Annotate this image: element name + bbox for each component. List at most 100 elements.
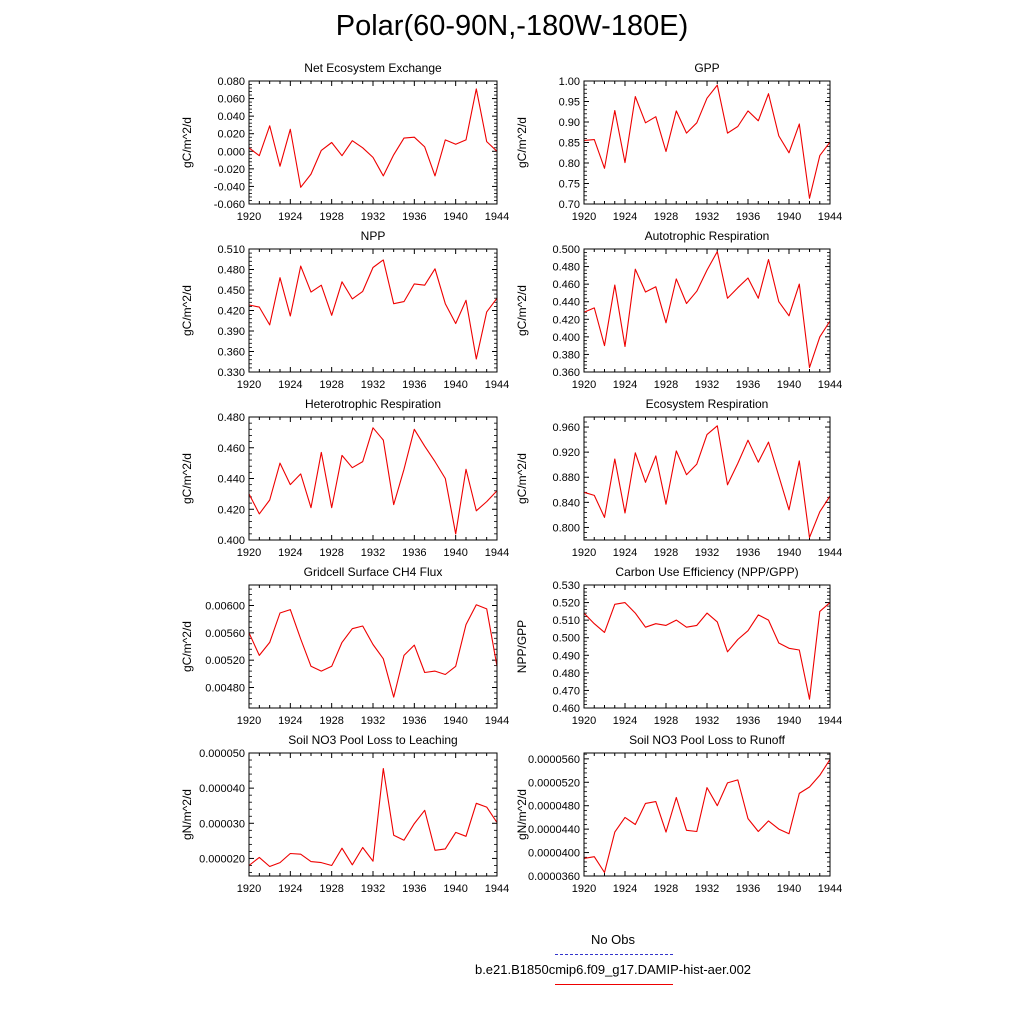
series-line	[583, 425, 831, 539]
x-tick-label: 1936	[736, 211, 760, 223]
x-tick-label: 1920	[237, 715, 261, 727]
x-tick-label: 1944	[485, 547, 509, 559]
chart-panel-8: Carbon Use Efficiency (NPP/GPP) NPP/GPP 19…	[515, 565, 842, 727]
x-tick-label: 1936	[736, 547, 760, 559]
x-tick-label: 1940	[777, 547, 801, 559]
plot-frame	[248, 248, 498, 373]
y-tick-label: 0.510	[552, 615, 580, 627]
plot-frame	[583, 584, 831, 709]
x-tick-label: 1936	[402, 211, 426, 223]
y-tick-label: 0.390	[217, 326, 245, 338]
y-tick-label: 0.0000400	[528, 848, 580, 860]
y-axis-label: gC/m^2/d	[515, 117, 529, 168]
x-tick-label: 1936	[402, 883, 426, 895]
chart-title: Carbon Use Efficiency (NPP/GPP)	[615, 565, 798, 579]
y-tick-label: 0.400	[552, 332, 580, 344]
y-tick-label: 0.00560	[205, 628, 245, 640]
y-tick-label: 0.480	[552, 262, 580, 274]
x-tick-label: 1936	[402, 715, 426, 727]
chart-panel-4: Autotrophic Respiration gC/m^2/d 1920 1924 1…	[515, 229, 842, 391]
x-tick-label: 1940	[443, 547, 467, 559]
chart-panel-5: Heterotrophic Respiration gC/m^2/d 1920 192…	[180, 397, 509, 559]
x-tick-label: 1932	[361, 883, 385, 895]
chart-panel-1: Net Ecosystem Exchange gC/m^2/d 1920 1924 19…	[180, 61, 509, 223]
x-tick-label: 1940	[443, 211, 467, 223]
x-tick-label: 1932	[361, 379, 385, 391]
x-tick-label: 1920	[572, 883, 596, 895]
x-tick-label: 1932	[361, 211, 385, 223]
x-tick-label: 1940	[443, 379, 467, 391]
y-tick-label: 0.080	[217, 76, 245, 88]
x-tick-label: 1928	[654, 379, 678, 391]
y-tick-label: 0.360	[217, 347, 245, 359]
y-tick-label: 0.00520	[205, 655, 245, 667]
y-tick-label: 0.500	[552, 244, 580, 256]
plot-frame	[248, 584, 498, 709]
y-axis-label: gC/m^2/d	[515, 453, 529, 504]
y-tick-label: 0.840	[552, 497, 580, 509]
chart-title: Gridcell Surface CH4 Flux	[304, 565, 443, 579]
y-tick-label: 0.960	[552, 422, 580, 434]
x-tick-label: 1924	[278, 883, 302, 895]
page-title: Polar(60-90N,-180W-180E)	[335, 10, 689, 42]
plot-frame	[248, 80, 498, 205]
y-tick-label: -0.040	[214, 181, 245, 193]
x-tick-label: 1924	[613, 715, 637, 727]
x-tick-label: 1928	[654, 547, 678, 559]
x-tick-label: 1928	[319, 883, 343, 895]
y-axis-label: gC/m^2/d	[180, 453, 194, 504]
y-tick-label: 0.00480	[205, 683, 245, 695]
x-tick-label: 1936	[736, 883, 760, 895]
y-tick-label: -0.060	[214, 199, 245, 211]
y-axis-label: gC/m^2/d	[180, 621, 194, 672]
y-tick-label: 0.470	[552, 685, 580, 697]
chart-title: GPP	[694, 61, 719, 75]
x-tick-label: 1940	[443, 715, 467, 727]
plot-frame	[583, 416, 831, 541]
x-tick-label: 1932	[695, 547, 719, 559]
plot-frame	[583, 752, 831, 877]
x-tick-label: 1924	[613, 379, 637, 391]
y-tick-label: 0.380	[552, 349, 580, 361]
plot-frame	[583, 80, 831, 205]
x-tick-label: 1928	[654, 715, 678, 727]
chart-panel-9: Soil NO3 Pool Loss to Leaching gN/m^2/d 19…	[180, 733, 509, 895]
series-line	[248, 427, 498, 535]
legend-model-label: b.e21.B1850cmip6.f09_g17.DAMIP-hist-aer.…	[474, 962, 752, 977]
x-tick-label: 1932	[361, 547, 385, 559]
y-tick-label: 0.440	[217, 474, 245, 486]
series-line	[583, 602, 831, 700]
y-tick-label: 0.460	[217, 443, 245, 455]
y-tick-label: 0.70	[559, 199, 580, 211]
y-tick-label: 0.000040	[199, 783, 245, 795]
y-tick-label: 0.85	[559, 138, 580, 150]
chart-panel-10: Soil NO3 Pool Loss to Runoff gN/m^2/d 1920…	[515, 733, 842, 895]
x-tick-label: 1936	[736, 715, 760, 727]
series-line	[248, 259, 498, 360]
x-tick-label: 1940	[443, 883, 467, 895]
x-tick-label: 1944	[818, 715, 842, 727]
series-line	[583, 759, 831, 874]
x-tick-label: 1944	[818, 547, 842, 559]
x-tick-label: 1940	[777, 379, 801, 391]
chart-panel-2: GPP gC/m^2/d 1920 1924 1928 1932 1936 1940 1944 0…	[515, 61, 842, 223]
x-tick-label: 1920	[572, 715, 596, 727]
plot-frame	[248, 416, 498, 541]
series-line	[583, 84, 831, 199]
series-line	[248, 88, 498, 188]
x-tick-label: 1936	[402, 547, 426, 559]
y-tick-label: 0.440	[552, 297, 580, 309]
x-tick-label: 1932	[695, 379, 719, 391]
x-tick-label: 1924	[278, 547, 302, 559]
y-tick-label: 0.420	[217, 306, 245, 318]
chart-title: Autotrophic Respiration	[645, 229, 770, 243]
y-tick-label: 0.0000440	[528, 824, 580, 836]
x-tick-label: 1924	[278, 715, 302, 727]
x-tick-label: 1920	[237, 379, 261, 391]
y-tick-label: 0.800	[552, 522, 580, 534]
y-tick-label: 0.90	[559, 117, 580, 129]
y-tick-label: 0.450	[217, 285, 245, 297]
x-tick-label: 1924	[278, 379, 302, 391]
series-line	[583, 251, 831, 369]
